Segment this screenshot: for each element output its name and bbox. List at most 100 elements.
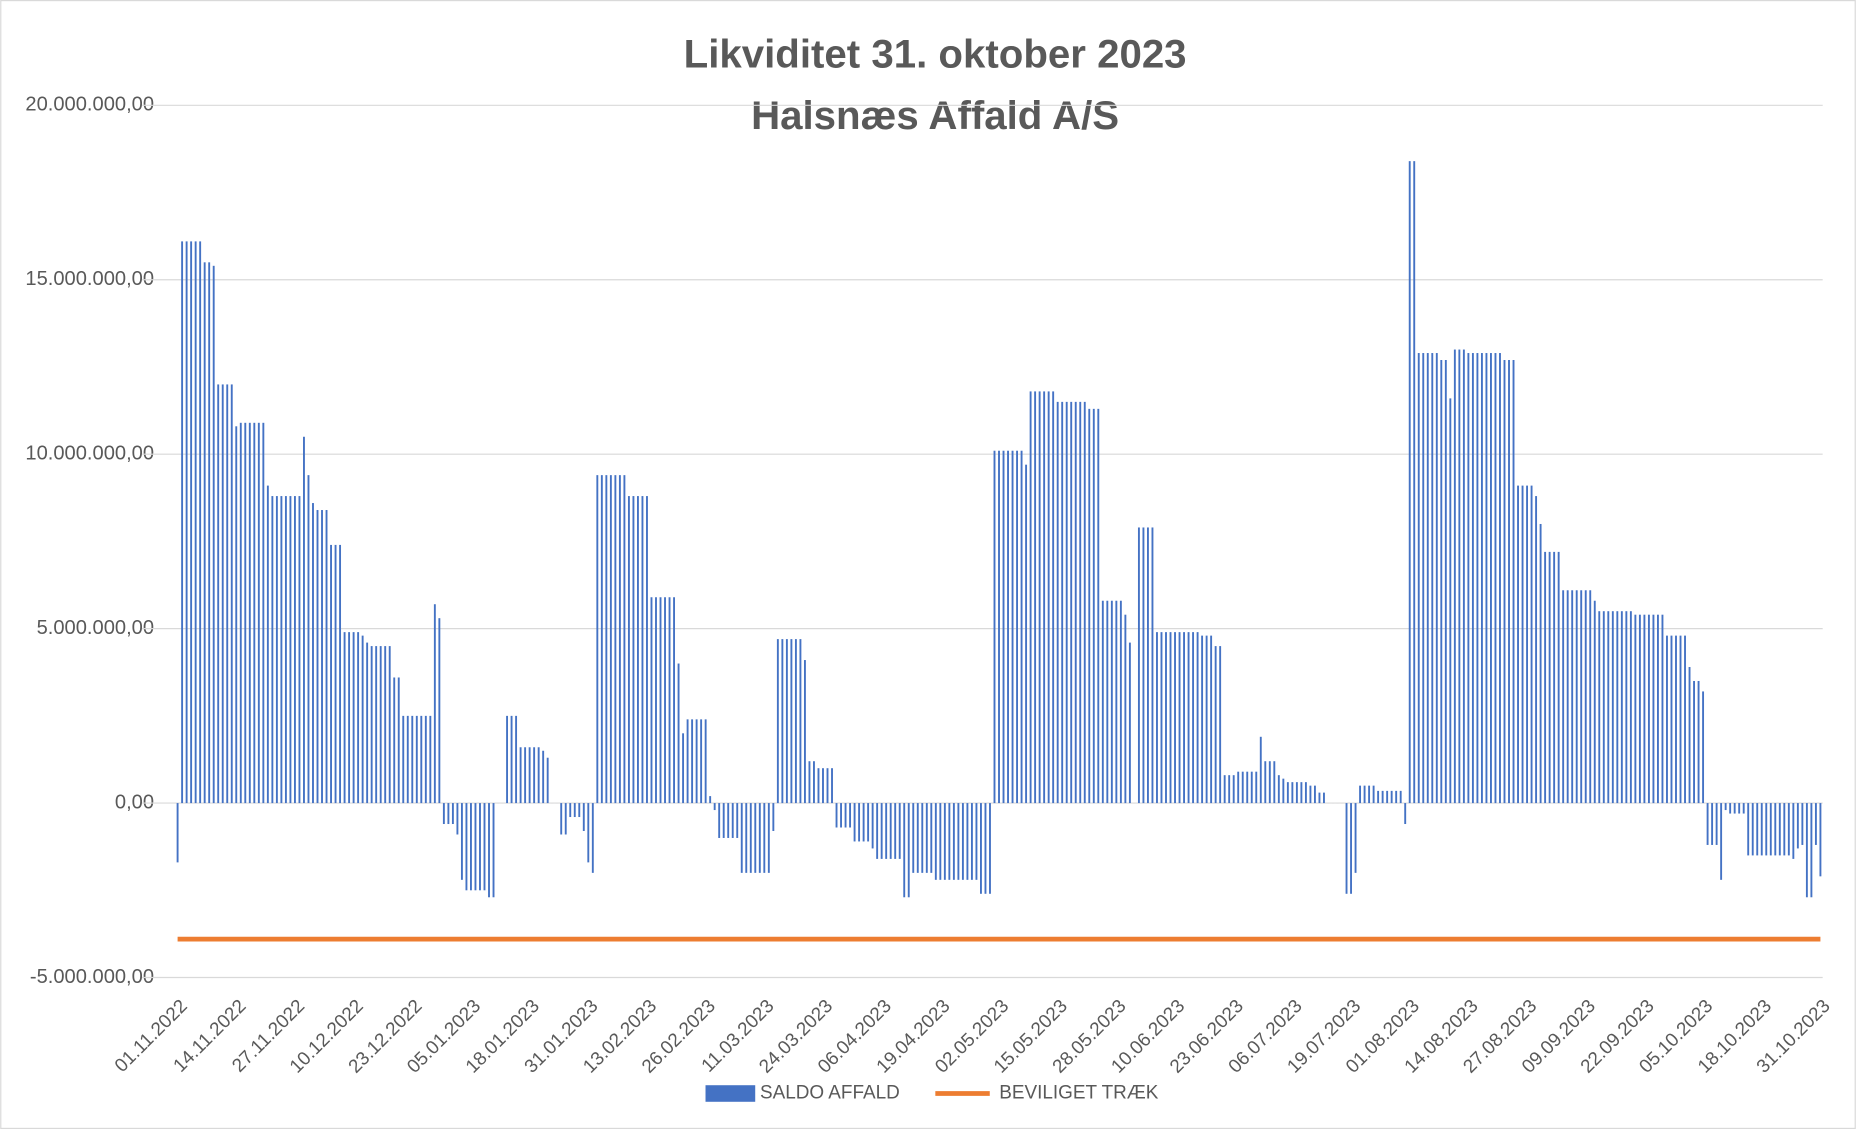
bar [293,496,296,804]
bar [885,803,888,859]
bar [1684,635,1686,804]
bar [718,803,721,838]
bar [587,803,590,863]
bar [1616,611,1619,804]
bar [1268,761,1271,804]
bar [1029,391,1032,804]
legend: SALDO AFFALD BEVILIGET TRÆK [705,1082,1159,1103]
bar [176,803,179,863]
y-tick-label: 20.000.000,00 [25,94,154,116]
bar [339,544,342,804]
bar [1557,551,1560,804]
bar [1318,792,1321,804]
bar [316,510,319,804]
bar [1196,632,1199,804]
bar [659,597,662,804]
bar [609,475,612,804]
bar [1801,803,1804,845]
bar [673,597,675,804]
bar [1742,803,1745,814]
bar [1661,614,1664,804]
bar [203,262,206,804]
bar [1025,464,1028,804]
bar [1408,161,1411,804]
legend-label: SALDO AFFALD [760,1082,900,1103]
bar [826,768,829,804]
bar [397,677,400,804]
bar [627,496,630,804]
bar [1101,600,1104,804]
bar [1205,635,1208,804]
bar [411,715,414,804]
bar [957,803,960,880]
bar [1372,785,1375,804]
bar [1670,635,1673,804]
bar [1693,680,1695,804]
bar [1016,450,1019,804]
bar [492,803,495,898]
bar [442,803,445,825]
bar [1679,635,1682,804]
bar [1011,450,1014,804]
bar [840,803,842,828]
bar [519,747,522,804]
bar [1666,635,1668,804]
bar [1544,551,1547,804]
bar [370,646,373,804]
bar [1047,391,1050,804]
bar [1593,600,1596,804]
bar [980,803,982,894]
bar [668,597,671,804]
bar [822,768,824,804]
bar [348,632,351,804]
bar [1192,632,1195,804]
bar [1228,775,1231,804]
bar [709,796,712,804]
y-tick-label: 10.000.000,00 [25,443,154,465]
bar [1562,590,1565,804]
bar [1417,353,1420,804]
bar [253,422,256,804]
bar [1805,803,1808,898]
bar [217,384,220,804]
bar [212,265,215,804]
bar [1738,803,1741,814]
bar [939,803,942,880]
bar [813,761,815,804]
bar [1526,485,1529,804]
bar [1377,790,1380,804]
bar [1137,527,1140,804]
bar [691,719,694,804]
bar [1756,803,1759,856]
bar [289,496,292,804]
bar [1435,353,1438,804]
bar [1711,803,1714,845]
bar [415,715,418,804]
bar [966,803,969,880]
bar [546,757,549,804]
bar [1449,398,1452,804]
bar [190,241,193,804]
bar [1286,782,1289,804]
bar [758,803,761,873]
bar [704,719,707,804]
bar [1273,761,1276,804]
bar [221,384,224,804]
bar [1214,646,1217,804]
bar [1548,551,1551,804]
bar [1246,771,1249,804]
bar [623,475,626,804]
bar [1237,771,1240,804]
bar [321,510,323,804]
bar [1106,600,1109,804]
bar [1187,632,1190,804]
bar [1810,803,1813,898]
bar [352,632,355,804]
legend-swatch [705,1085,756,1102]
bar [952,803,955,880]
bar [1115,600,1118,804]
bar [984,803,987,894]
bar [943,803,946,880]
bar [1309,785,1312,804]
bar [1602,611,1605,804]
